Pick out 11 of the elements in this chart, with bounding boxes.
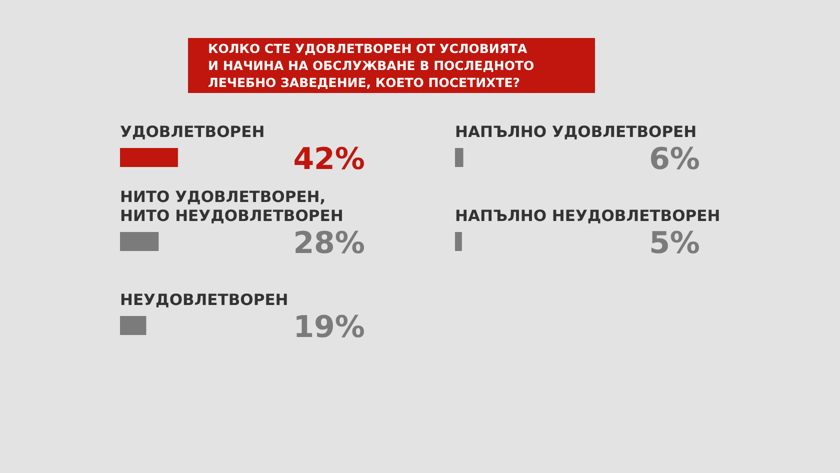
y-tick-label: УДОВЛЕТВОРЕН	[120, 123, 265, 141]
y-tick-label: НАПЪЛНО УДОВЛЕТВОРЕН	[455, 123, 697, 141]
data-label: 19%	[293, 310, 365, 345]
text: КОЛКО СТЕ УДОВЛЕТВОРЕН ОТ УСЛОВИЯТА И НАЧИНА НА ОБСЛУЖВАНЕ В ПОСЛЕДНОТО ЛЕЧЕБНО ЗАВЕДЕНИЕ, КОЕТО ПОСЕТИХТЕ?	[188, 38, 595, 93]
y-tick-label: НИТО УДОВЛЕТВОРЕН, НИТО НЕУДОВЛЕТВОРЕН	[120, 188, 344, 225]
y-tick-label: НЕУДОВЛЕТВОРЕН	[120, 291, 288, 309]
data-label: 5%	[649, 226, 700, 261]
data-label: 42%	[293, 142, 365, 177]
y-tick-label: НАПЪЛНО НЕУДОВЛЕТВОРЕН	[455, 207, 720, 225]
data-label: 28%	[293, 226, 365, 261]
data-label: 6%	[649, 142, 700, 177]
